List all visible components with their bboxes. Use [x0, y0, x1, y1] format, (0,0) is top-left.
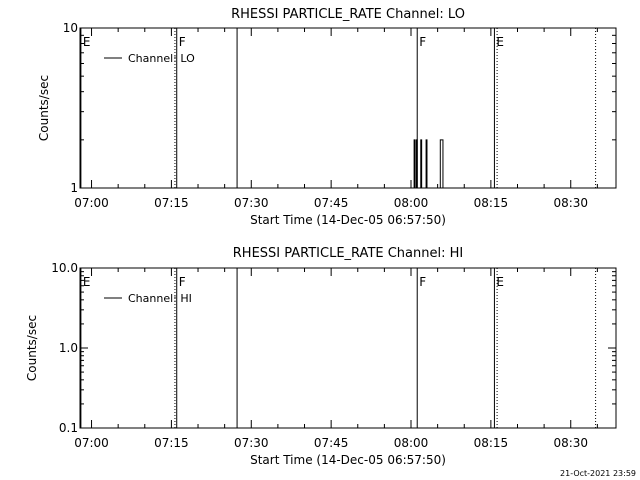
marker-label: E — [496, 35, 504, 49]
x-tick-label: 08:30 — [553, 436, 588, 450]
y-axis-label: Counts/sec — [25, 315, 39, 381]
legend-label: Channel: HI — [128, 292, 192, 305]
x-axis-label: Start Time (14-Dec-05 06:57:50) — [250, 213, 446, 227]
y-tick-label: 1 — [70, 181, 78, 195]
x-tick-label: 08:15 — [474, 436, 509, 450]
marker-label: E — [83, 35, 91, 49]
x-tick-label: 07:30 — [234, 436, 269, 450]
y-tick-label: 0.1 — [59, 421, 78, 435]
marker-label: E — [83, 275, 91, 289]
hi-channel-panel: RHESSI PARTICLE_RATE Channel: HI 07:00 07:… — [25, 246, 617, 467]
x-tick-label: 07:15 — [154, 196, 189, 210]
x-axis-label: Start Time (14-Dec-05 06:57:50) — [250, 453, 446, 467]
y-tick-label: 10 — [63, 21, 78, 35]
x-tick-label: 07:45 — [314, 436, 349, 450]
x-tick-label: 08:00 — [394, 196, 429, 210]
x-tick-label: 08:30 — [553, 196, 588, 210]
x-tick-label: 07:30 — [234, 196, 269, 210]
y-axis-label: Counts/sec — [37, 75, 51, 141]
chart-title: RHESSI PARTICLE_RATE Channel: HI — [233, 246, 463, 261]
marker-label: F — [179, 35, 186, 49]
legend-label: Channel: LO — [128, 52, 195, 65]
x-tick-label: 08:00 — [394, 436, 429, 450]
plot-frame — [79, 27, 617, 189]
y-tick-label: 1.0 — [59, 341, 78, 355]
x-tick-label: 07:00 — [74, 436, 109, 450]
marker-label: F — [419, 35, 426, 49]
marker-label: F — [419, 275, 426, 289]
lo-channel-panel: RHESSI PARTICLE_RATE Channel: LO 07:00 07:… — [37, 7, 617, 227]
x-tick-label: 08:15 — [474, 196, 509, 210]
marker-label: F — [179, 275, 186, 289]
x-tick-label: 07:45 — [314, 196, 349, 210]
chart-title: RHESSI PARTICLE_RATE Channel: LO — [231, 7, 465, 22]
y-tick-label: 10.0 — [51, 261, 78, 275]
marker-label: E — [496, 275, 504, 289]
x-tick-label: 07:15 — [154, 436, 189, 450]
series-line — [413, 139, 444, 189]
generation-timestamp: 21-Oct-2021 23:59 — [560, 469, 636, 478]
x-tick-label: 07:00 — [74, 196, 109, 210]
